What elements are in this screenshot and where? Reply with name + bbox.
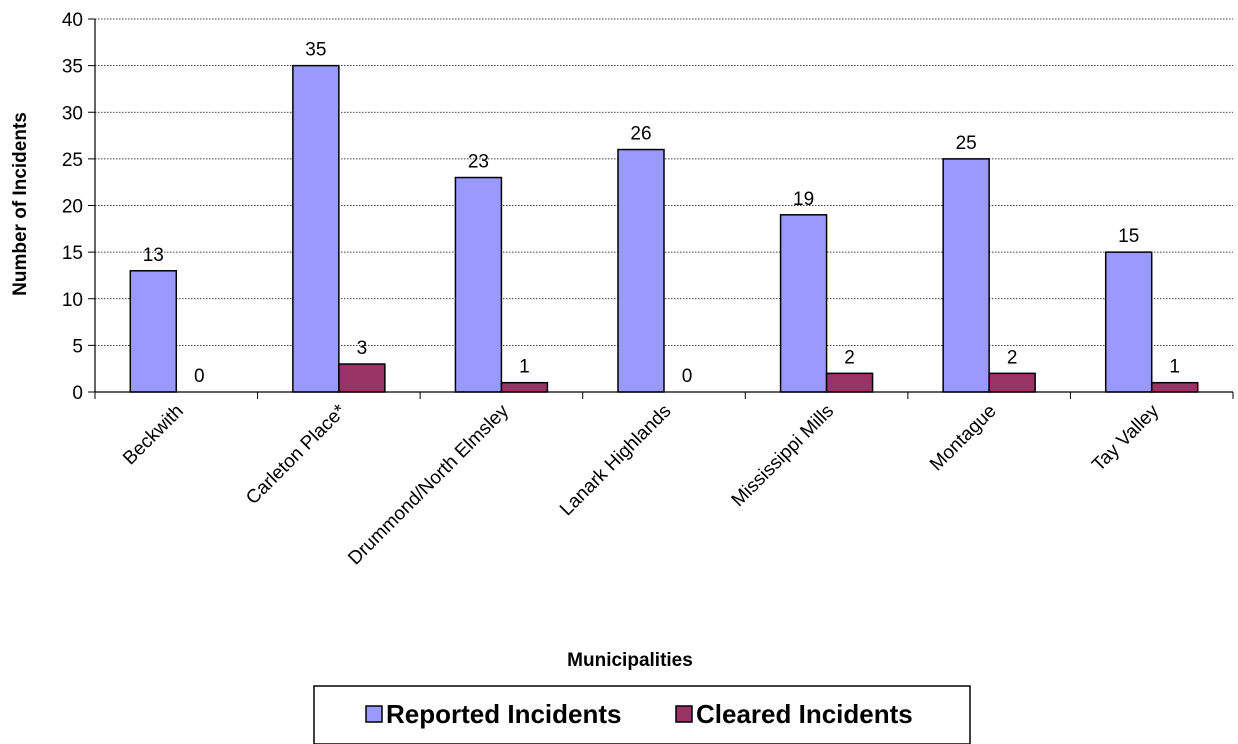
data-label: 1 <box>519 357 530 378</box>
x-tick-labels: Beckwith Carleton Place*Drummond/North El… <box>119 400 1163 569</box>
data-label: 2 <box>844 347 855 368</box>
y-axis-title: Number of Incidents <box>10 112 31 296</box>
y-tick-labels: 0 5 10 15 20 25 30 35 40 <box>62 10 83 404</box>
bar-cleared <box>988 372 1036 393</box>
bar-reported <box>942 158 990 393</box>
bar-cleared <box>825 372 874 393</box>
y-tick-label: 30 <box>62 103 83 124</box>
x-tick-label: Montague <box>926 401 1001 476</box>
bar-reported <box>1104 251 1153 393</box>
y-tick-label: 10 <box>62 290 83 311</box>
axes <box>88 18 1234 399</box>
x-tick-label: Mississippi Mills <box>728 401 838 511</box>
data-label: 23 <box>468 152 489 173</box>
y-tick-label: 20 <box>62 197 83 218</box>
bar-reported <box>129 270 178 393</box>
x-axis-title: Municipalities <box>567 650 693 671</box>
data-label: 25 <box>956 133 977 154</box>
legend: Reported Incidents Cleared Incidents <box>313 685 971 744</box>
bar-reported <box>617 148 665 393</box>
data-label: 15 <box>1118 226 1139 247</box>
data-label: 0 <box>682 366 693 387</box>
x-tick-label: Tay Valley <box>1088 400 1163 475</box>
legend-label-reported: Reported Incidents <box>386 699 621 729</box>
data-labels: 13 0 35 3 23 1 26 0 19 2 25 2 15 1 <box>143 40 1180 387</box>
bars <box>129 64 1199 393</box>
y-tick-label: 40 <box>62 10 83 31</box>
y-tick-label: 35 <box>62 57 83 78</box>
y-tick-label: 0 <box>72 383 83 404</box>
x-tick-label: Lanark Highlands <box>556 401 675 520</box>
data-label: 3 <box>357 338 368 359</box>
data-label: 1 <box>1169 357 1180 378</box>
data-label: 26 <box>630 124 651 145</box>
y-tick-label: 5 <box>72 336 83 357</box>
legend-box <box>313 685 971 744</box>
data-label: 13 <box>143 245 164 266</box>
bar-reported <box>454 176 503 393</box>
legend-label-cleared: Cleared Incidents <box>696 699 913 729</box>
data-label: 19 <box>793 189 814 210</box>
x-tick-label: Carleton Place* <box>242 400 351 509</box>
bar-cleared <box>1150 381 1199 393</box>
bar-cleared <box>500 381 549 393</box>
x-tick-label: Drummond/North Elmsley <box>344 400 513 569</box>
bar-reported <box>292 64 340 393</box>
bar-cleared <box>338 363 386 393</box>
data-label: 35 <box>305 40 326 61</box>
data-label: 0 <box>194 366 205 387</box>
legend-swatch-cleared <box>675 705 693 723</box>
legend-swatch-reported <box>365 705 383 723</box>
x-tick-label: Beckwith <box>119 401 188 470</box>
y-tick-label: 15 <box>62 243 83 264</box>
gridlines <box>95 18 1233 346</box>
bar-reported <box>779 214 828 393</box>
y-tick-label: 25 <box>62 150 83 171</box>
data-label: 2 <box>1007 347 1018 368</box>
